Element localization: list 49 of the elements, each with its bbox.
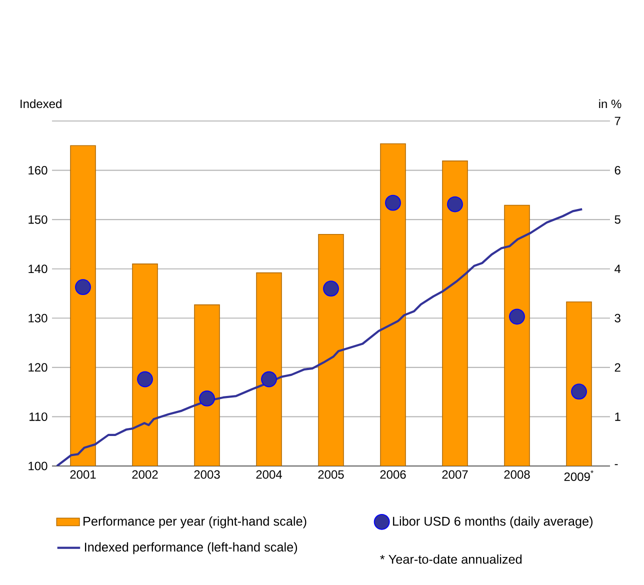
y2-tick-label: 1 [615,412,620,421]
line-series [56,208,584,466]
x-tick-label: 2003 [194,470,220,479]
legend-label: Indexed performance (left-hand scale) [85,542,298,554]
y2-tick-label: 6 [614,166,620,175]
legend-label: Performance per year (right-hand scale) [84,516,306,528]
bar [256,272,282,466]
x-tick-label: 2006 [380,470,406,479]
bar [380,143,406,466]
bar [132,264,158,466]
y2-tick-label: 2 [614,363,620,372]
legend-label: Libor USD 6 months (daily average) [393,516,592,528]
y2-tick-label: 4 [614,264,621,273]
y-tick-label: 120 [28,363,48,372]
y2-tick-label: - [614,464,618,466]
point [199,390,215,406]
y-tick-label: 130 [28,314,48,322]
point [571,384,587,400]
bar [318,234,344,466]
y-axis-title: Indexed [20,99,62,108]
bar [70,145,96,466]
y-tick-label: 110 [30,412,48,421]
point [509,308,525,325]
y-tick-label: 150 [28,215,48,224]
x-tick-label: 2005 [318,470,344,479]
x-tick-label: 2002 [132,470,158,479]
x-tick-label: 2004 [256,470,282,479]
x-tick-label: 2008 [504,470,530,479]
y2-tick-label: 7 [614,116,620,126]
y2-tick-label: 5 [614,215,620,224]
y2-tick-label: 3 [614,314,620,322]
x-tick-label: 2009$^{*}$ [564,470,594,481]
bar [442,160,468,466]
y-tick-label: 100 [28,462,48,470]
bar [504,204,530,466]
y-tick-label: 160 [28,166,48,175]
bar [566,301,592,466]
point [261,371,277,388]
point [75,279,91,296]
point [323,280,339,297]
x-tick-label: 2007 [442,470,468,479]
point [385,194,401,211]
bar [194,304,220,466]
text: * Year-to-date annualized [380,554,522,564]
y2-axis-title: in % [599,99,622,108]
y-tick-label: 140 [28,264,48,274]
x-tick-label: 2001 [70,470,96,479]
point [137,371,153,388]
point [447,196,463,212]
